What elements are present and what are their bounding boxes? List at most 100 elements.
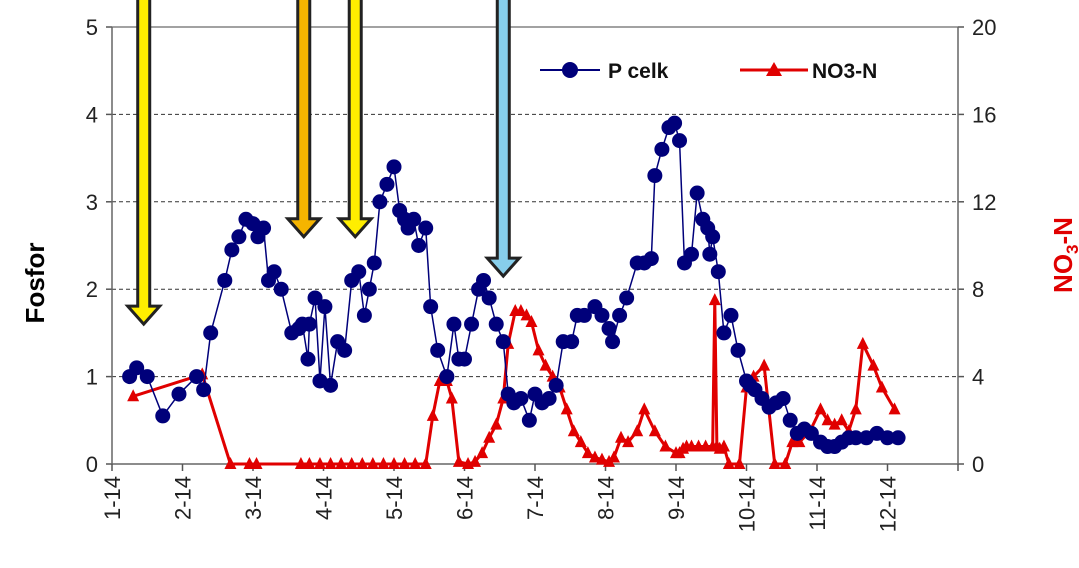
no3-point [356, 457, 369, 469]
no3-point [398, 457, 411, 469]
p-celk-point [366, 255, 382, 271]
y-left-tick-label: 2 [86, 277, 98, 302]
p-celk-point [351, 264, 367, 280]
p-celk-point [323, 377, 339, 393]
p-celk-point [224, 242, 240, 258]
p-celk-point [705, 229, 721, 245]
p-celk-point [775, 390, 791, 406]
y-right-tick-label: 16 [972, 102, 996, 127]
annotation-arrow-yellow [124, 0, 164, 327]
no3-point [574, 435, 587, 448]
no3-point [849, 402, 862, 415]
legend-no3-label: NO3-N [812, 60, 877, 83]
y-left-tick-label: 5 [86, 15, 98, 40]
x-tick-label: 9-14 [664, 476, 689, 520]
p-celk-point [576, 307, 592, 323]
no3-point [520, 308, 533, 321]
p-celk-point [273, 281, 289, 297]
x-tick-label: 11-14 [805, 476, 830, 531]
no3-point [313, 457, 326, 469]
p-celk-point [155, 408, 171, 424]
p-celk-point [171, 386, 187, 402]
no3-point [659, 439, 672, 452]
p-celk-point [256, 220, 272, 236]
x-tick-label: 7-14 [523, 476, 548, 520]
no3-point [483, 430, 496, 443]
no3-point [426, 408, 439, 421]
p-celk-point [619, 290, 635, 306]
no3-line [132, 298, 896, 466]
p-celk-point [307, 290, 323, 306]
p-celk-point [196, 382, 212, 398]
no3-point [409, 457, 422, 469]
p-celk-point [880, 430, 895, 446]
p-celk-point [418, 220, 434, 236]
x-tick-label: 12-14 [876, 476, 901, 532]
p-celk-point [521, 412, 537, 428]
x-tick-label: 2-14 [171, 476, 196, 520]
p-celk-point [730, 342, 746, 358]
no3-point [793, 435, 806, 448]
p-celk-point [372, 194, 388, 210]
p-celk-point [301, 316, 317, 332]
no3-point [821, 413, 834, 426]
y-axis-right-label: NO3-N [1048, 217, 1079, 293]
y-axis-right-label-tail: -N [1048, 217, 1078, 244]
no3-point [733, 457, 746, 469]
p-celk-point [439, 369, 455, 385]
p-celk-point [217, 272, 233, 288]
grid-lines [112, 26, 958, 378]
no3-point [867, 358, 880, 371]
p-celk-point [723, 307, 739, 323]
no3-point [648, 424, 661, 437]
no3-point [835, 413, 848, 426]
p-celk-point [481, 290, 497, 306]
y-left-tick-label: 3 [86, 190, 98, 215]
no3-point [525, 314, 538, 327]
p-celk-point [266, 264, 282, 280]
no3-point [779, 457, 792, 469]
annotation-arrows [124, 0, 523, 327]
p-celk-point [782, 412, 798, 428]
p-celk-point [643, 251, 659, 267]
no3-point [335, 457, 348, 469]
p-celk-point [203, 325, 219, 341]
no3-point [758, 358, 771, 371]
p-celk-point [231, 229, 247, 245]
p-celk-point [317, 299, 333, 315]
p-celk-point [411, 238, 427, 253]
no3-point [377, 457, 390, 469]
x-tick-label: 10-14 [735, 476, 760, 532]
no3-point [127, 389, 140, 402]
y-axis-left-label: Fosfor [20, 243, 50, 324]
p-celk-point [361, 281, 377, 297]
p-celk-point [457, 351, 472, 367]
no3-point [631, 424, 644, 437]
p-celk-point [564, 334, 580, 350]
p-celk-point [430, 342, 446, 358]
p-celk-point [667, 115, 683, 131]
p-celk-point [716, 325, 732, 341]
p-celk-point [684, 246, 700, 262]
x-tick-label: 6-14 [453, 476, 478, 520]
x-tick-label: 1-14 [100, 476, 125, 520]
p-celk-point [647, 168, 663, 184]
p-celk-point [488, 316, 504, 332]
no3-point [581, 446, 594, 459]
y-axis-right-label-sub: 3 [1063, 244, 1079, 253]
x-tick-label: 4-14 [312, 476, 337, 520]
p-celk-point [386, 159, 402, 175]
no3-point [445, 391, 458, 404]
no3-point [567, 424, 580, 437]
no3-point [419, 457, 432, 469]
no3-point [888, 402, 901, 415]
p-celk-point [464, 316, 480, 332]
annotation-arrow-blue [483, 0, 523, 279]
p-celk-point [423, 299, 439, 315]
no3-point [539, 358, 552, 371]
no3-point [722, 457, 735, 469]
p-celk-point [654, 141, 670, 157]
no3-point [595, 452, 608, 465]
series-no3-n [127, 293, 901, 469]
